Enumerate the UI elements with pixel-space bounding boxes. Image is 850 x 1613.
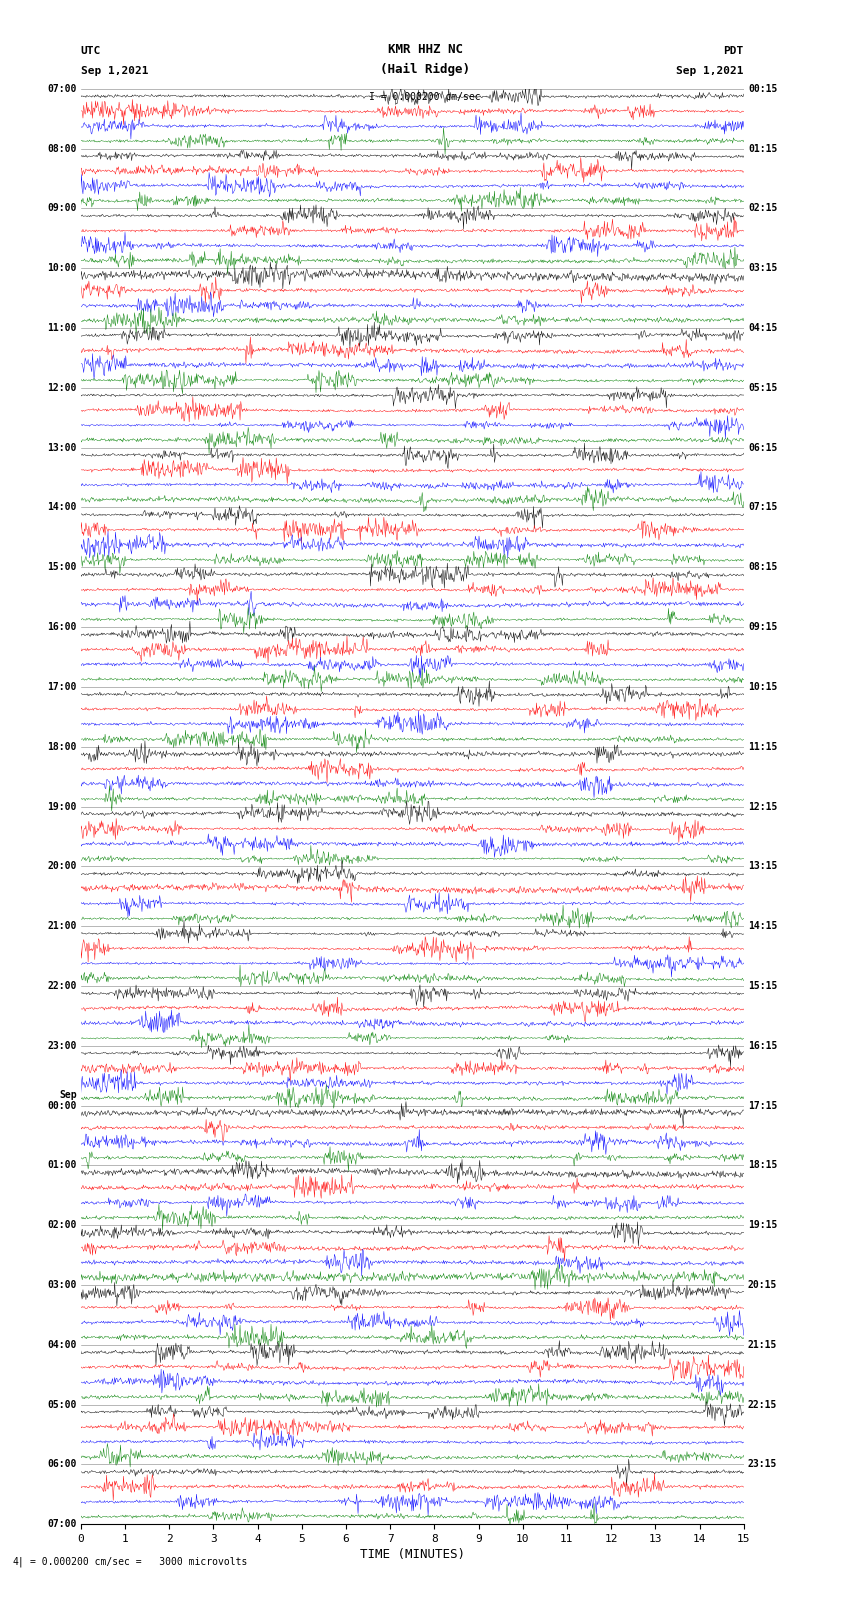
Text: 01:15: 01:15: [748, 144, 778, 153]
Text: 02:00: 02:00: [47, 1219, 76, 1231]
Text: Sep 1,2021: Sep 1,2021: [677, 66, 744, 76]
Text: 05:15: 05:15: [748, 382, 778, 394]
Text: 00:15: 00:15: [748, 84, 778, 94]
Text: 02:15: 02:15: [748, 203, 778, 213]
Text: 4|: 4|: [13, 1557, 25, 1568]
Text: 18:00: 18:00: [47, 742, 76, 752]
Text: 12:15: 12:15: [748, 802, 778, 811]
Text: 21:00: 21:00: [47, 921, 76, 931]
Text: 06:15: 06:15: [748, 442, 778, 453]
Text: 23:00: 23:00: [47, 1040, 76, 1050]
Text: 12:00: 12:00: [47, 382, 76, 394]
Text: 13:00: 13:00: [47, 442, 76, 453]
Text: 03:00: 03:00: [47, 1281, 76, 1290]
Text: 22:00: 22:00: [47, 981, 76, 990]
Text: 07:00: 07:00: [47, 1519, 76, 1529]
Text: 10:00: 10:00: [47, 263, 76, 273]
Text: 10:15: 10:15: [748, 682, 778, 692]
Text: 19:00: 19:00: [47, 802, 76, 811]
Text: 09:15: 09:15: [748, 623, 778, 632]
Text: 00:00: 00:00: [47, 1100, 76, 1111]
Text: 14:00: 14:00: [47, 502, 76, 513]
Text: KMR HHZ NC: KMR HHZ NC: [388, 44, 462, 56]
Text: 11:00: 11:00: [47, 323, 76, 332]
Text: 03:15: 03:15: [748, 263, 778, 273]
Text: I = 0.000200 cm/sec: I = 0.000200 cm/sec: [369, 92, 481, 102]
Text: 04:00: 04:00: [47, 1340, 76, 1350]
Text: 06:00: 06:00: [47, 1460, 76, 1469]
Text: 14:15: 14:15: [748, 921, 778, 931]
Text: 20:00: 20:00: [47, 861, 76, 871]
Text: 16:15: 16:15: [748, 1040, 778, 1050]
Text: 16:00: 16:00: [47, 623, 76, 632]
Text: Sep 1,2021: Sep 1,2021: [81, 66, 148, 76]
Text: 08:15: 08:15: [748, 563, 778, 573]
Text: 17:15: 17:15: [748, 1100, 778, 1111]
Text: Sep: Sep: [59, 1090, 76, 1100]
X-axis label: TIME (MINUTES): TIME (MINUTES): [360, 1548, 465, 1561]
Text: 20:15: 20:15: [748, 1281, 778, 1290]
Text: = 0.000200 cm/sec =   3000 microvolts: = 0.000200 cm/sec = 3000 microvolts: [30, 1557, 247, 1566]
Text: 07:00: 07:00: [47, 84, 76, 94]
Text: UTC: UTC: [81, 47, 101, 56]
Text: 21:15: 21:15: [748, 1340, 778, 1350]
Text: (Hail Ridge): (Hail Ridge): [380, 63, 470, 76]
Text: 11:15: 11:15: [748, 742, 778, 752]
Text: 13:15: 13:15: [748, 861, 778, 871]
Text: 18:15: 18:15: [748, 1160, 778, 1171]
Text: 22:15: 22:15: [748, 1400, 778, 1410]
Text: 08:00: 08:00: [47, 144, 76, 153]
Text: 19:15: 19:15: [748, 1219, 778, 1231]
Text: 07:15: 07:15: [748, 502, 778, 513]
Text: 05:00: 05:00: [47, 1400, 76, 1410]
Text: 04:15: 04:15: [748, 323, 778, 332]
Text: 23:15: 23:15: [748, 1460, 778, 1469]
Text: PDT: PDT: [723, 47, 744, 56]
Text: 09:00: 09:00: [47, 203, 76, 213]
Text: 01:00: 01:00: [47, 1160, 76, 1171]
Text: 15:00: 15:00: [47, 563, 76, 573]
Text: 17:00: 17:00: [47, 682, 76, 692]
Text: 15:15: 15:15: [748, 981, 778, 990]
